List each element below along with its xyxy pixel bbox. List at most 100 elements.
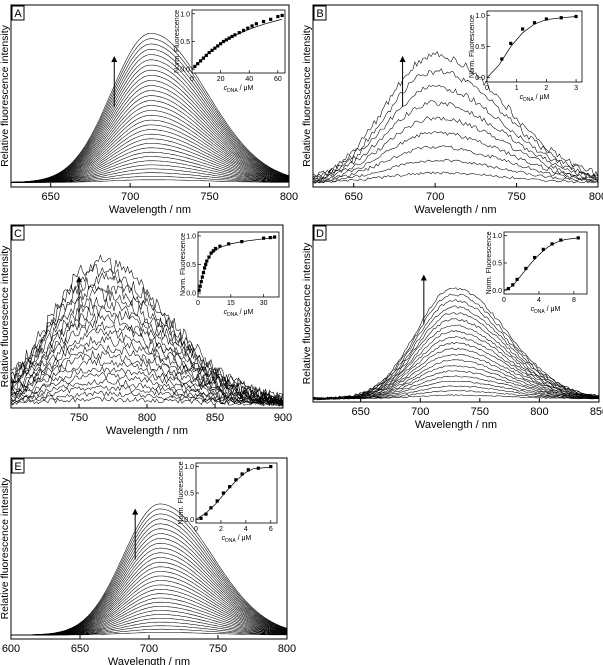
inset-x-tick-label: 40 bbox=[245, 76, 253, 83]
inset-x-label-subscript: DNA bbox=[227, 88, 238, 94]
spectrum-line bbox=[10, 272, 284, 408]
spectrum-line bbox=[10, 282, 284, 404]
inset-x-label-symbol: c bbox=[520, 94, 524, 101]
inset-x-tick-label: 20 bbox=[217, 76, 225, 83]
inset-data-point bbox=[209, 506, 213, 510]
inset-data-point bbox=[559, 16, 563, 20]
inset-y-tick-label: 0.5 bbox=[475, 44, 485, 51]
inset-data-point bbox=[550, 242, 554, 246]
inset-plot: 0 4 8 0.0 0.5 1.0 cDNA / μM Norm. Fluorescence bbox=[486, 231, 588, 315]
spectrum-line bbox=[10, 288, 284, 407]
spectrum-line bbox=[312, 100, 599, 182]
inset-data-point bbox=[268, 236, 272, 240]
inset-data-point bbox=[269, 17, 273, 21]
inset-data-point bbox=[521, 27, 525, 31]
y-axis-label: Relative fluorescence intensity bbox=[0, 245, 11, 388]
spectrum-line bbox=[11, 69, 290, 183]
spectrum-line bbox=[10, 385, 284, 406]
panel-a: 650 700 750 800 Wavelength / nm Relative fluo… bbox=[0, 4, 298, 216]
inset-data-point bbox=[197, 288, 201, 292]
spectra-traces bbox=[10, 503, 288, 636]
x-tick-label: 800 bbox=[138, 412, 156, 424]
x-axis: 650 700 750 800 850 bbox=[351, 398, 603, 418]
panel-c: 750 800 850 900 Wavelength / nm Relative fluo… bbox=[0, 224, 292, 437]
inset-y-tick-label: 0.0 bbox=[186, 291, 196, 298]
inset-data-point bbox=[230, 34, 234, 39]
spectrum-line bbox=[312, 68, 599, 180]
inset-y-axis-label: Norm. Fluorescence bbox=[469, 15, 476, 78]
inset-data-point bbox=[210, 48, 214, 52]
inset-x-label-subscript: DNA bbox=[225, 538, 236, 544]
inset-data-point bbox=[515, 277, 519, 281]
spectrum-line bbox=[11, 503, 288, 636]
inset-y-tick-label: 0.5 bbox=[186, 262, 196, 269]
x-tick-label: 650 bbox=[351, 406, 369, 418]
spectrum-line bbox=[10, 320, 284, 406]
inset-x-tick-label: 15 bbox=[227, 300, 235, 307]
inset-x-tick-label: 2 bbox=[544, 85, 548, 92]
spectrum-line bbox=[10, 356, 284, 406]
inset-data-point bbox=[211, 249, 215, 253]
inset-data-point bbox=[500, 57, 504, 61]
inset-data-point bbox=[204, 512, 208, 516]
spectrum-line bbox=[312, 130, 599, 183]
spectrum-line bbox=[312, 336, 600, 400]
inset-data-point bbox=[199, 516, 203, 520]
inset-x-tick-label: 8 bbox=[572, 297, 576, 304]
x-tick-label: 650 bbox=[71, 643, 89, 655]
spectrum-line bbox=[10, 372, 284, 406]
spectrum-line bbox=[312, 359, 600, 400]
inset-data-point bbox=[204, 53, 208, 57]
spectrum-line bbox=[10, 396, 284, 407]
panel-label-box bbox=[11, 5, 25, 21]
spectra-traces bbox=[312, 51, 599, 184]
spectrum-line bbox=[11, 133, 290, 183]
x-tick-label: 700 bbox=[426, 191, 444, 203]
inset-x-tick-label: 1 bbox=[515, 85, 519, 92]
inset-x-label-unit: / μM bbox=[238, 85, 254, 92]
x-tick-label: 650 bbox=[345, 191, 363, 203]
spectrum-line bbox=[313, 380, 600, 400]
inset-data-point bbox=[574, 14, 578, 19]
inset-data-point bbox=[256, 466, 260, 470]
inset-data-point bbox=[240, 472, 244, 476]
x-tick-label: 800 bbox=[530, 406, 548, 418]
x-tick-label: 750 bbox=[209, 643, 227, 655]
inset-data-point bbox=[532, 21, 537, 25]
inset-y-tick-label: 1.0 bbox=[180, 11, 190, 18]
panel-label-box bbox=[11, 458, 25, 474]
inset-data-point bbox=[209, 251, 213, 255]
spectra-traces bbox=[10, 33, 290, 183]
inset-data-point bbox=[262, 236, 266, 240]
inset-x-axis-label: cDNA / μM bbox=[224, 85, 254, 94]
inset-plot: 0 1 2 3 0.0 0.5 1.0 cDNA / μM Norm. Fluorescence bbox=[469, 10, 583, 103]
inset-data-point bbox=[201, 270, 206, 275]
x-tick-label: 700 bbox=[411, 406, 429, 418]
inset-data-point bbox=[511, 283, 515, 287]
x-tick-label: 750 bbox=[471, 406, 489, 418]
increase-arrow-head bbox=[399, 55, 406, 62]
x-axis-label: Wavelength / nm bbox=[109, 204, 191, 216]
spectrum-line bbox=[10, 312, 284, 407]
spectrum-line bbox=[11, 147, 290, 183]
spectrum-line bbox=[11, 64, 290, 183]
inset-x-axis-label: cDNA / μM bbox=[520, 94, 550, 103]
inset-data-point bbox=[207, 50, 211, 55]
inset-data-point bbox=[276, 14, 280, 19]
spectrum-line bbox=[312, 84, 598, 180]
panel-label: D bbox=[316, 228, 324, 240]
spectrum-line bbox=[10, 49, 290, 183]
inset-data-point bbox=[201, 56, 206, 60]
inset-data-point bbox=[559, 238, 563, 242]
inset-x-tick-label: 30 bbox=[260, 300, 268, 307]
spectrum-line bbox=[10, 365, 284, 407]
inset-y-tick-label: 1.0 bbox=[492, 233, 502, 240]
y-axis-label: Relative fluorescence intensity bbox=[0, 477, 11, 620]
increase-arrow-head bbox=[76, 276, 82, 283]
x-tick-label: 750 bbox=[200, 191, 218, 203]
inset-y-axis-label: Norm. Fluorescence bbox=[178, 461, 185, 524]
inset-x-tick-label: 0 bbox=[502, 297, 506, 304]
panel-label: E bbox=[14, 461, 21, 473]
inset-data-point bbox=[205, 259, 209, 263]
panel-label-box bbox=[313, 225, 327, 241]
